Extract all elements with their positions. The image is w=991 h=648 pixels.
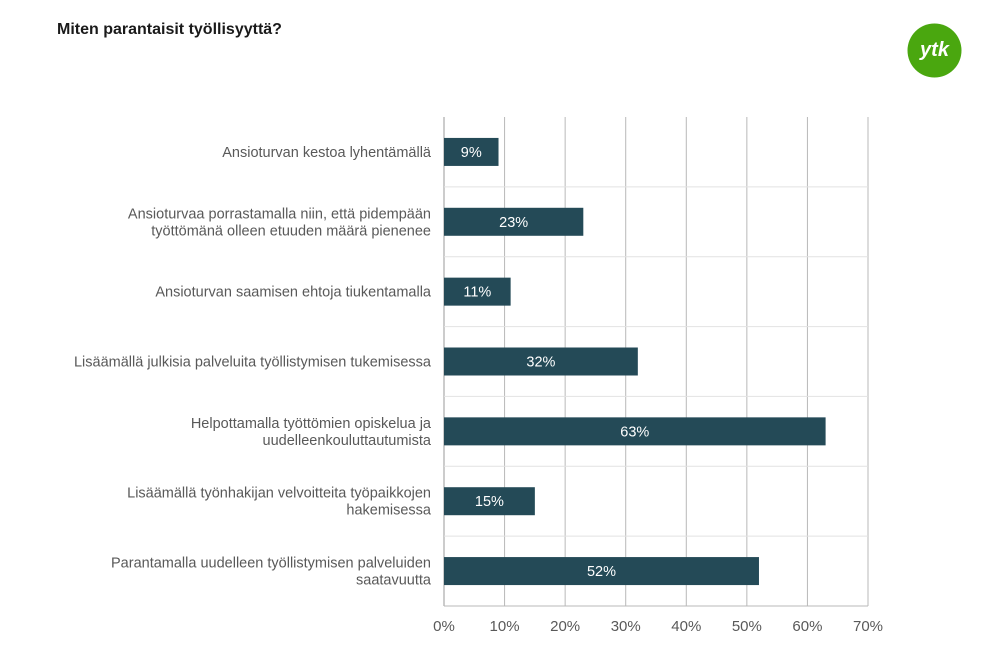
data-label: 9% [461, 145, 482, 161]
bar [444, 207, 584, 236]
data-label: 15% [475, 494, 504, 510]
data-label: 32% [526, 355, 555, 371]
x-tick-label: 40% [671, 618, 701, 635]
category-label: hakemisessa [346, 503, 432, 519]
data-label: 63% [620, 424, 649, 440]
logo-circle [907, 23, 962, 78]
category-label: uudelleenkouluttautumista [263, 433, 432, 449]
bars [444, 137, 826, 586]
category-label: Lisäämällä työnhakijan velvoitteita työp… [127, 486, 431, 502]
category-label: Ansioturvan kestoa lyhentämällä [222, 145, 432, 161]
category-label: Parantamalla uudelleen työllistymisen pa… [111, 556, 431, 572]
data-label: 11% [463, 285, 491, 301]
category-label: Ansioturvaa porrastamalla niin, että pid… [128, 206, 431, 222]
x-tick-label: 60% [792, 618, 822, 635]
category-label: työttömänä olleen etuuden määrä pienenee [151, 223, 431, 239]
x-tick-label: 50% [732, 618, 762, 635]
x-tick-label: 10% [490, 618, 520, 635]
x-tick-label: 0% [433, 618, 455, 635]
data-label: 52% [587, 564, 616, 580]
bar [444, 347, 638, 376]
x-tick-label: 30% [611, 618, 641, 635]
category-label: Lisäämällä julkisia palveluita työllisty… [74, 355, 432, 371]
category-label: Helpottamalla työttömien opiskelua ja [191, 416, 432, 432]
data-label: 23% [499, 215, 528, 231]
bar [444, 277, 511, 306]
chart-title: Miten parantaisit työllisyyttä? [57, 21, 282, 38]
bar [444, 137, 499, 166]
category-labels: Ansioturvan kestoa lyhentämällä Ansioturv… [74, 145, 432, 589]
category-label: Ansioturvan saamisen ehtoja tiukentamall… [155, 285, 432, 301]
bar [444, 417, 826, 446]
category-separators [444, 186, 868, 607]
x-axis-ticks: 0% 10% 20% 30% 40% 50% 60% 70% [433, 618, 883, 635]
data-labels: 9% 23% 11% 32% 63% 15% 52% [461, 145, 650, 580]
bar [444, 557, 759, 586]
category-label: saatavuutta [356, 573, 432, 589]
ytk-logo: ytk [907, 23, 962, 78]
bar [444, 487, 535, 516]
x-tick-label: 70% [853, 618, 883, 635]
logo-text: ytk [919, 39, 950, 61]
x-tick-label: 20% [550, 618, 580, 635]
